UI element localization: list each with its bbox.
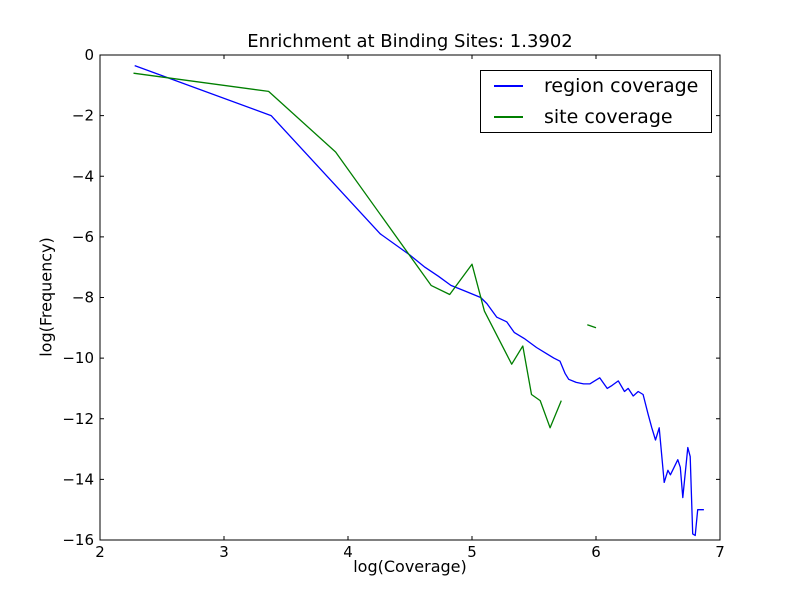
legend-label-site-coverage: site coverage xyxy=(544,105,673,128)
x-tick-label: 3 xyxy=(219,543,229,561)
x-tick-label: 2 xyxy=(95,543,105,561)
x-tick-label: 5 xyxy=(467,543,477,561)
legend-item-site-coverage: site coverage xyxy=(481,102,711,132)
y-tick-label: −4 xyxy=(72,167,94,185)
x-axis-label: log(Coverage) xyxy=(353,557,467,576)
x-tick-label: 7 xyxy=(715,543,725,561)
y-tick-label: −10 xyxy=(62,349,94,367)
x-tick-label: 4 xyxy=(343,543,353,561)
y-tick-label: −8 xyxy=(72,289,94,307)
legend: region coverage site coverage xyxy=(480,70,712,133)
y-tick-label: −2 xyxy=(72,107,94,125)
series-line-site-coverage xyxy=(587,324,597,329)
legend-label-region-coverage: region coverage xyxy=(544,75,699,98)
legend-line-sample-blue xyxy=(494,85,523,88)
plot-frame xyxy=(99,54,721,541)
x-tick-label: 6 xyxy=(591,543,601,561)
y-tick-label: −6 xyxy=(72,228,94,246)
y-tick-label: −12 xyxy=(62,410,94,428)
series-line-region-coverage xyxy=(134,64,704,537)
legend-line-sample-green xyxy=(494,115,523,118)
chart-title: Enrichment at Binding Sites: 1.3902 xyxy=(247,31,573,52)
y-tick-label: −14 xyxy=(62,470,94,488)
y-axis-label: log(Frequency) xyxy=(36,237,56,357)
y-tick-label: −16 xyxy=(62,531,94,549)
y-tick-label: 0 xyxy=(84,46,94,64)
series-line-site-coverage xyxy=(133,72,562,429)
legend-item-region-coverage: region coverage xyxy=(481,71,711,101)
